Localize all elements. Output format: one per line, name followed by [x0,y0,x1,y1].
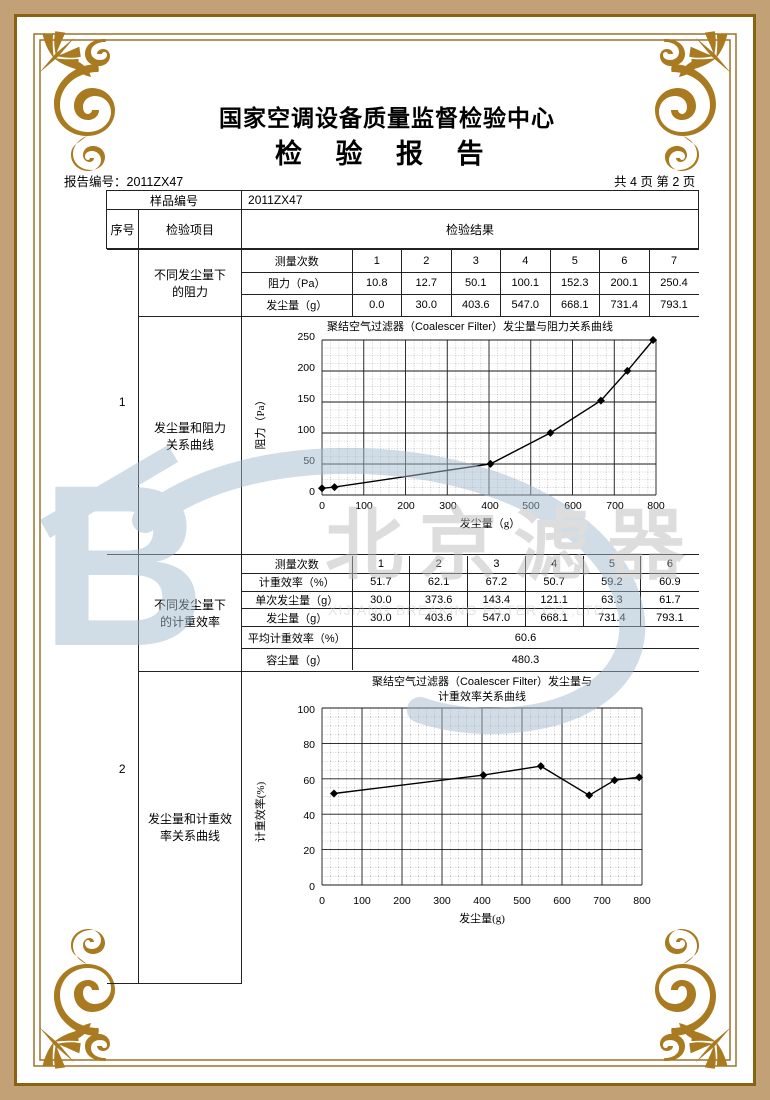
svg-text:北京滤器: 北京滤器 [325,501,701,589]
svg-text:XIJIANG BREAKING FILTER CO.,LT: XIJIANG BREAKING FILTER CO.,LTD. [328,602,610,618]
